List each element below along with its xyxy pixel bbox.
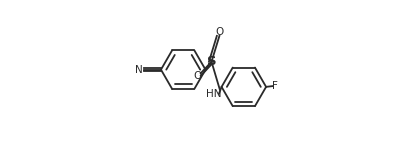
Text: HN: HN (206, 89, 221, 99)
Text: F: F (272, 81, 278, 91)
Text: O: O (216, 27, 224, 37)
Text: S: S (207, 55, 216, 68)
Text: O: O (193, 71, 201, 81)
Text: N: N (135, 65, 143, 75)
